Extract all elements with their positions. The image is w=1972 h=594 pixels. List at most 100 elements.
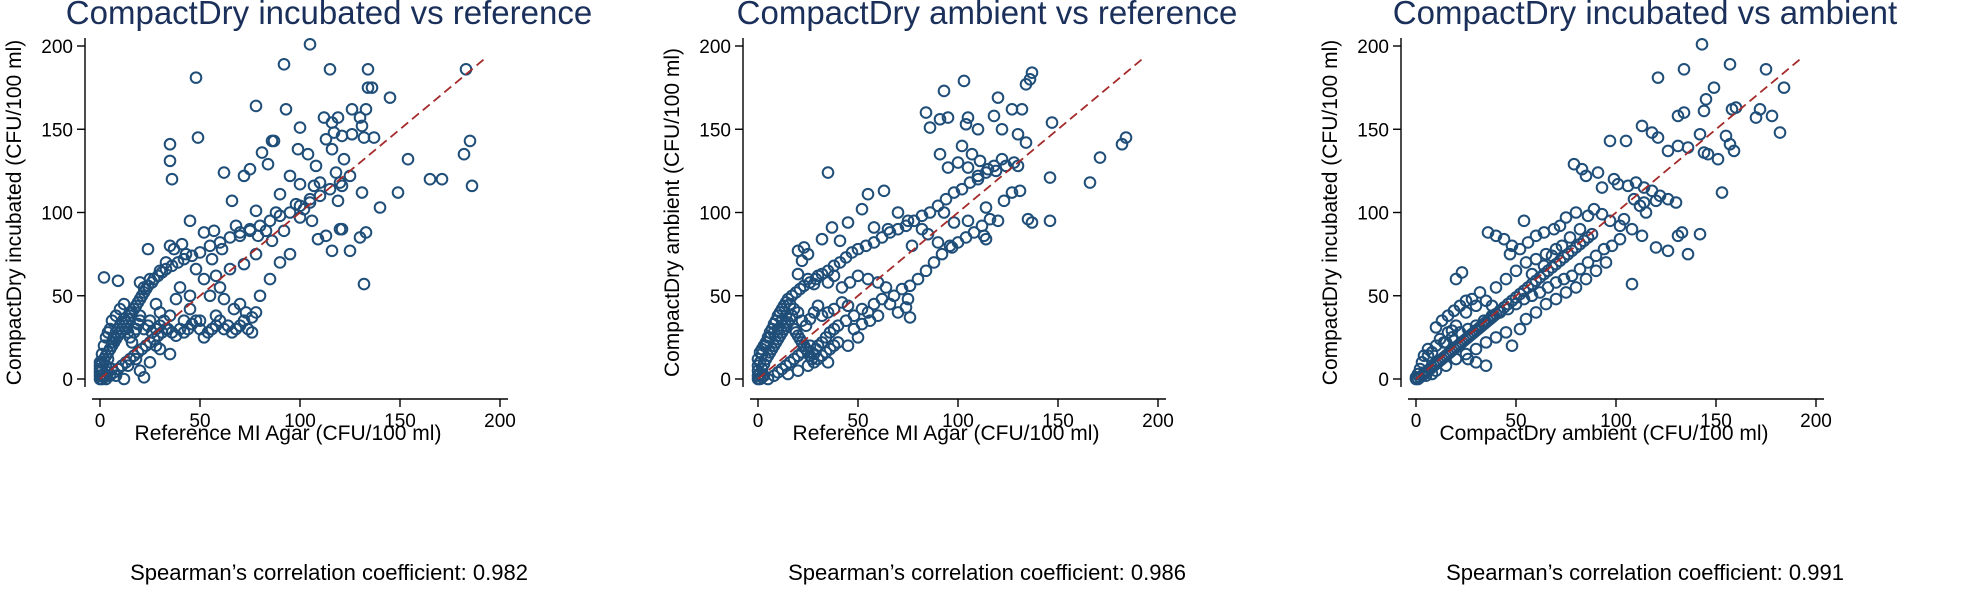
data-point (843, 276, 857, 289)
data-point (1651, 71, 1665, 84)
data-point (939, 192, 953, 206)
data-point (1693, 227, 1707, 241)
data-point (213, 281, 227, 294)
data-point (301, 147, 315, 161)
data-point (323, 63, 337, 76)
data-point (1083, 176, 1097, 189)
data-point (1513, 242, 1527, 256)
data-point (353, 111, 367, 124)
data-point (1559, 211, 1573, 224)
data-point (223, 262, 237, 276)
data-point (905, 239, 919, 253)
data-point (1597, 242, 1611, 256)
data-point (845, 246, 859, 259)
data-point (1505, 339, 1519, 353)
data-point (951, 156, 965, 169)
data-point (1449, 272, 1463, 286)
data-point (1589, 249, 1603, 263)
y-tick-label: 0 (720, 370, 731, 391)
data-point (323, 182, 337, 196)
data-point (997, 194, 1011, 208)
data-point (1459, 306, 1473, 319)
data-point (1625, 222, 1639, 236)
data-point (283, 169, 297, 183)
data-point (221, 319, 235, 333)
data-point (207, 224, 221, 238)
data-point (1723, 137, 1737, 151)
data-point (1517, 214, 1531, 228)
data-point (821, 306, 835, 319)
data-point (163, 154, 177, 168)
data-point (941, 161, 955, 174)
data-point (1773, 126, 1787, 139)
data-point (291, 142, 305, 156)
data-point (245, 326, 259, 339)
data-point (1697, 104, 1711, 118)
y-tick-label: 50 (52, 287, 73, 308)
data-point (283, 206, 297, 219)
data-point (1499, 326, 1513, 339)
data-point (961, 214, 975, 228)
data-point (1693, 127, 1707, 141)
data-point (941, 111, 955, 124)
data-point (249, 204, 263, 218)
data-point (987, 159, 1001, 173)
data-point (355, 186, 369, 199)
x-tick-label: 200 (1142, 411, 1174, 432)
x-tick-label: 200 (484, 411, 516, 432)
data-point (143, 356, 157, 369)
data-point (359, 226, 373, 239)
data-point (833, 234, 847, 248)
data-point (871, 309, 885, 323)
data-point (1681, 141, 1695, 154)
data-point (835, 296, 849, 309)
data-point (227, 302, 241, 316)
data-point (1019, 136, 1033, 149)
data-point (373, 201, 387, 214)
data-point (463, 134, 477, 148)
data-point (855, 317, 869, 331)
data-point (1537, 226, 1551, 239)
data-point (1625, 277, 1639, 291)
data-point (961, 111, 975, 124)
data-point (265, 234, 279, 248)
data-point (1529, 229, 1543, 243)
data-point (919, 106, 933, 119)
data-point (811, 299, 825, 313)
data-point (967, 226, 981, 239)
data-point (1489, 229, 1503, 243)
data-point (1489, 281, 1503, 294)
data-point (213, 236, 227, 249)
data-point (185, 249, 199, 263)
data-point (923, 121, 937, 134)
data-point (1669, 196, 1683, 209)
data-point (1043, 214, 1057, 228)
data-point (1537, 259, 1551, 273)
data-point (961, 161, 975, 174)
data-point (293, 121, 307, 134)
data-point (361, 63, 375, 76)
data-point (851, 269, 865, 283)
spearman-caption: Spearman’s correlation coefficient: 0.98… (130, 560, 528, 585)
data-point (283, 247, 297, 261)
data-point (169, 292, 183, 306)
data-point (1489, 331, 1503, 344)
data-point (751, 359, 765, 372)
data-point (879, 281, 893, 294)
data-point (1469, 342, 1483, 356)
data-point (1005, 186, 1019, 199)
chart-title: CompactDry incubated vs ambient (1392, 0, 1898, 31)
data-point (841, 339, 855, 353)
data-point (359, 102, 373, 116)
scatter-plot-incubated-vs-reference: 0 50 100 150 200 0 50 100 150 200 Reference MI Aga… (3, 37, 516, 445)
data-point (1707, 81, 1721, 94)
data-point (1573, 222, 1587, 236)
data-point (1671, 109, 1685, 123)
data-point (1671, 229, 1685, 243)
data-point (867, 297, 881, 311)
data-point (361, 81, 375, 94)
data-point (1661, 192, 1675, 206)
data-point (979, 201, 993, 214)
y-tick-label: 200 (1357, 37, 1389, 58)
data-point (797, 279, 811, 293)
